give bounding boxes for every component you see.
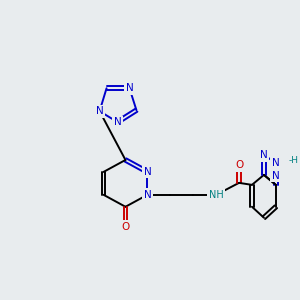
Text: N: N <box>96 106 104 116</box>
Text: N: N <box>260 150 268 160</box>
Text: N: N <box>126 83 133 93</box>
Text: NH: NH <box>209 190 224 200</box>
Text: N: N <box>114 117 122 127</box>
Text: O: O <box>235 160 243 170</box>
Text: O: O <box>122 222 130 232</box>
Text: -H: -H <box>288 156 298 165</box>
Text: N: N <box>143 190 151 200</box>
Text: N: N <box>272 171 280 181</box>
Text: N: N <box>143 167 151 177</box>
Text: N: N <box>272 158 280 168</box>
